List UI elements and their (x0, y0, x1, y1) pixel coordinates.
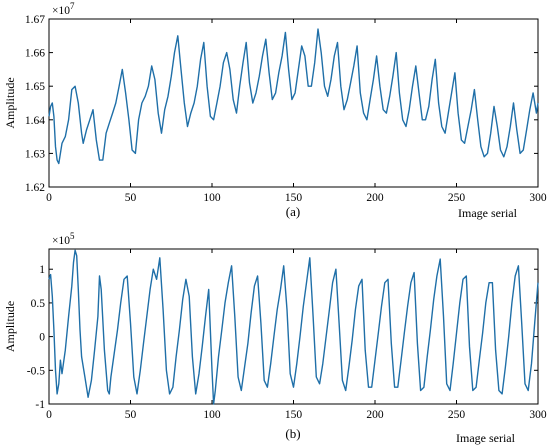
y-tick-label: 1.64 (25, 115, 45, 127)
y-exponent-base: ×10 (52, 235, 70, 247)
y-tick-label: -0.5 (27, 365, 45, 377)
x-tick-label: 0 (46, 409, 52, 421)
x-tick-label: 50 (125, 409, 137, 421)
y-tick-label: 1.66 (25, 48, 45, 60)
y-exponent-base: ×10 (52, 5, 70, 17)
series-line (48, 249, 539, 405)
series-line (48, 28, 539, 165)
plot-frame (48, 18, 539, 188)
x-tick-label: 250 (448, 192, 466, 204)
y-axis-label: Amplitude (3, 77, 17, 128)
y-tick-label: 0 (39, 332, 45, 344)
y-tick-label: 1 (39, 264, 45, 276)
y-exponent-label: ×105 (52, 231, 75, 247)
x-tick-label: 100 (203, 192, 221, 204)
x-tick-label: 200 (366, 409, 384, 421)
panel-b: 0 50 100 150 200 250 300 -1 -0.5 0 0.5 1 ×105 Amplitu… (3, 231, 547, 445)
x-tick-label: 0 (46, 192, 52, 204)
y-tick-label: 0.5 (31, 298, 46, 310)
y-exponent-power: 7 (70, 1, 75, 11)
y-exponent-label: ×107 (52, 1, 75, 17)
x-tick-label: 300 (529, 192, 547, 204)
y-axis-label: Amplitude (3, 301, 17, 352)
plot-frame (48, 248, 539, 405)
x-tick-label: 250 (448, 409, 466, 421)
x-tick-label: 50 (125, 192, 137, 204)
x-axis-label: Image serial (456, 431, 516, 445)
y-tick-label: -1 (35, 399, 45, 411)
y-tick-label: 1.63 (25, 148, 45, 160)
x-tick-label: 150 (285, 409, 303, 421)
panel-a: 0 50 100 150 200 250 300 1.62 1.63 1.64 1.65 1.66 1.… (3, 1, 547, 220)
x-axis-label: Image serial (458, 206, 518, 220)
panel-caption: (a) (286, 204, 300, 219)
y-tick-label: 1.62 (25, 182, 45, 194)
x-tick-label: 300 (529, 409, 547, 421)
x-tick-label: 100 (203, 409, 221, 421)
panel-caption: (b) (285, 426, 300, 441)
y-tick-label: 1.65 (25, 81, 45, 93)
y-exponent-power: 5 (70, 231, 75, 241)
x-tick-label: 200 (366, 192, 384, 204)
y-tick-label: 1.67 (25, 14, 45, 26)
x-tick-label: 150 (285, 192, 303, 204)
